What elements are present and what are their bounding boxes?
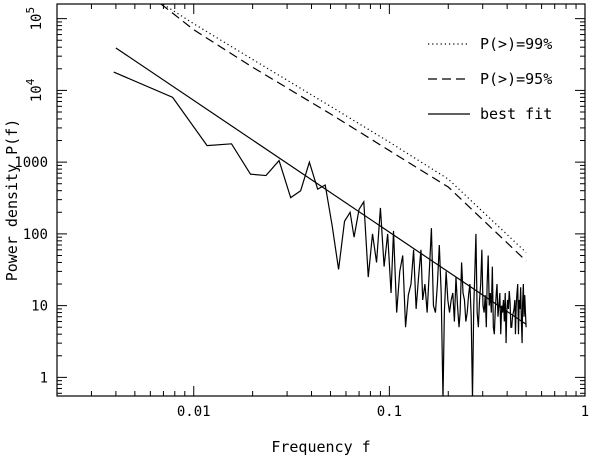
y-tick-label: 1000 bbox=[14, 155, 48, 171]
legend: P(>)=99% P(>)=95% best fit bbox=[428, 35, 552, 123]
series-line-power-spectrum bbox=[113, 71, 527, 396]
legend-label: P(>)=95% bbox=[480, 70, 552, 88]
series-layer bbox=[113, 4, 527, 396]
x-tick-label: 1 bbox=[581, 404, 589, 420]
y-axis-label: Power density P(f) bbox=[3, 119, 21, 282]
legend-label: best fit bbox=[480, 105, 552, 123]
series-line-p-99 bbox=[161, 4, 527, 253]
y-tick-label: 104 bbox=[24, 78, 45, 102]
y-tick-label: 1 bbox=[40, 370, 48, 386]
x-axis-label: Frequency f bbox=[271, 438, 370, 456]
legend-label: P(>)=99% bbox=[480, 35, 552, 53]
y-tick-label: 10 bbox=[31, 299, 48, 315]
y-axis-ticks: 1 10 100 1000 104 105 bbox=[14, 7, 585, 394]
series-line-p-95 bbox=[160, 4, 527, 262]
x-axis-ticks: 0.01 0.1 1 bbox=[56, 4, 589, 420]
series-line-best-fit bbox=[115, 47, 527, 325]
y-tick-label: 105 bbox=[24, 7, 45, 30]
y-tick-label: 100 bbox=[23, 227, 48, 243]
x-tick-label: 0.1 bbox=[377, 404, 402, 420]
x-tick-label: 0.01 bbox=[177, 404, 211, 420]
